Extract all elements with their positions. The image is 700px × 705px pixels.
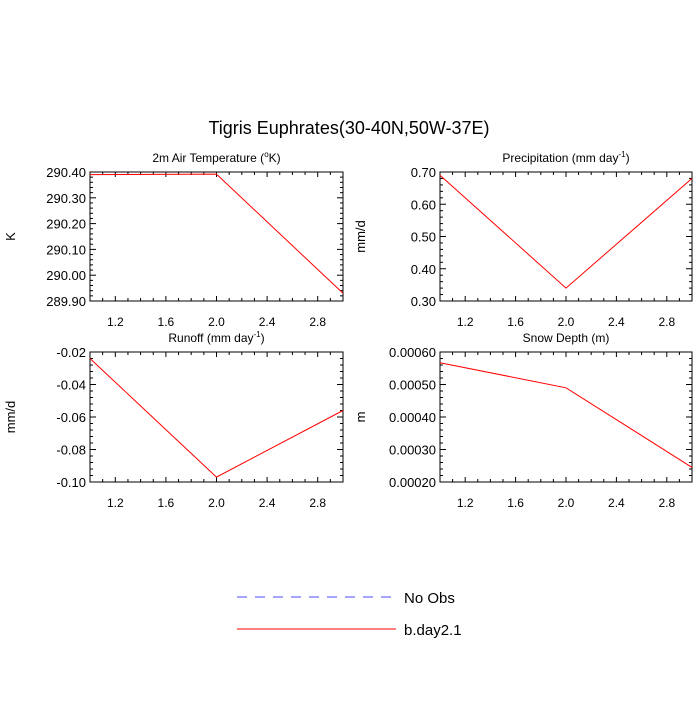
panel-4: 1.2 1.6 2.0 2.4 2.8 0.00060 0.00050 0.00040 0.00… (353, 331, 693, 510)
legend-no-obs-label: No Obs (404, 590, 455, 607)
x-tick-label: 2.8 (309, 496, 326, 510)
y-tick-label: 290.40 (46, 165, 86, 180)
x-tick-label: 2.4 (259, 315, 276, 329)
y-tick-label: 289.90 (46, 294, 86, 309)
panel-title: Precipitation (mm day-1) (502, 150, 629, 165)
legend-model-label: b.day2.1 (404, 622, 462, 639)
y-tick-label: 290.00 (46, 268, 86, 283)
y-tick-label: 290.20 (46, 217, 86, 232)
x-tick-label: 1.6 (158, 315, 175, 329)
series-line-b-day2-1 (439, 362, 693, 468)
x-tick-label: 1.2 (457, 496, 474, 510)
x-tick-label: 1.2 (107, 496, 124, 510)
y-tick-label: 0.00040 (389, 410, 436, 425)
series-line-b-day2-1 (89, 173, 344, 294)
plot-frame (89, 171, 344, 302)
y-tick-label: 0.70 (411, 165, 436, 180)
y-axis-label: m (353, 412, 368, 423)
y-tick-label: 0.00030 (389, 443, 436, 458)
x-tick-label: 2.8 (658, 496, 675, 510)
series-line-b-day2-1 (439, 174, 693, 289)
panel-1: 1.2 1.6 2.0 2.4 2.8 290.40 290.30 290.20 290.10 2… (3, 150, 344, 329)
figure-title: Tigris Euphrates(30-40N,50W-37E) (208, 118, 489, 138)
panel-title: Runoff (mm day-1) (168, 330, 264, 345)
x-tick-label: 2.4 (608, 496, 625, 510)
y-axis-label: mm/d (353, 220, 368, 253)
y-tick-label: 0.00060 (389, 345, 436, 360)
y-tick-label: -0.04 (56, 378, 86, 393)
plot-frame (89, 351, 344, 483)
x-tick-label: 2.0 (558, 315, 575, 329)
y-axis-label: K (3, 232, 18, 241)
y-tick-label: -0.10 (56, 475, 86, 490)
y-tick-label: -0.08 (56, 443, 86, 458)
x-tick-label: 2.0 (208, 496, 225, 510)
x-tick-label: 2.4 (259, 496, 276, 510)
x-tick-label: 2.0 (208, 315, 225, 329)
y-axis-label: mm/d (3, 401, 18, 434)
x-tick-label: 1.6 (158, 496, 175, 510)
y-tick-label: 0.60 (411, 197, 436, 212)
x-tick-label: 1.6 (507, 315, 524, 329)
panel-2: 1.2 1.6 2.0 2.4 2.8 0.70 0.60 0.50 0.40 0.30 mm/d P… (353, 150, 693, 329)
series-line-b-day2-1 (89, 358, 344, 478)
x-tick-label: 2.8 (309, 315, 326, 329)
y-tick-label: 290.10 (46, 242, 86, 257)
x-tick-label: 2.4 (608, 315, 625, 329)
x-tick-label: 1.2 (457, 315, 474, 329)
x-tick-label: 1.2 (107, 315, 124, 329)
plot-frame (439, 171, 693, 302)
y-tick-label: 0.00050 (389, 378, 436, 393)
panel-title: 2m Air Temperature (oK) (152, 150, 280, 165)
y-tick-label: 0.30 (411, 294, 436, 309)
y-tick-label: -0.06 (56, 410, 86, 425)
y-tick-label: 0.00020 (389, 475, 436, 490)
plot-frame (439, 351, 693, 483)
y-tick-label: -0.02 (56, 345, 86, 360)
y-tick-label: 0.50 (411, 230, 436, 245)
y-tick-label: 0.40 (411, 262, 436, 277)
panel-3: 1.2 1.6 2.0 2.4 2.8 -0.02 -0.04 -0.06 -0.08 -0.10… (3, 330, 344, 510)
x-tick-label: 1.6 (507, 496, 524, 510)
panels: 1.2 1.6 2.0 2.4 2.8 290.40 290.30 290.20 290.10 2… (3, 150, 693, 510)
x-tick-label: 2.8 (658, 315, 675, 329)
y-tick-label: 290.30 (46, 191, 86, 206)
x-tick-label: 2.0 (558, 496, 575, 510)
legend: No Obs b.day2.1 (237, 590, 462, 639)
panel-title: Snow Depth (m) (523, 331, 610, 345)
